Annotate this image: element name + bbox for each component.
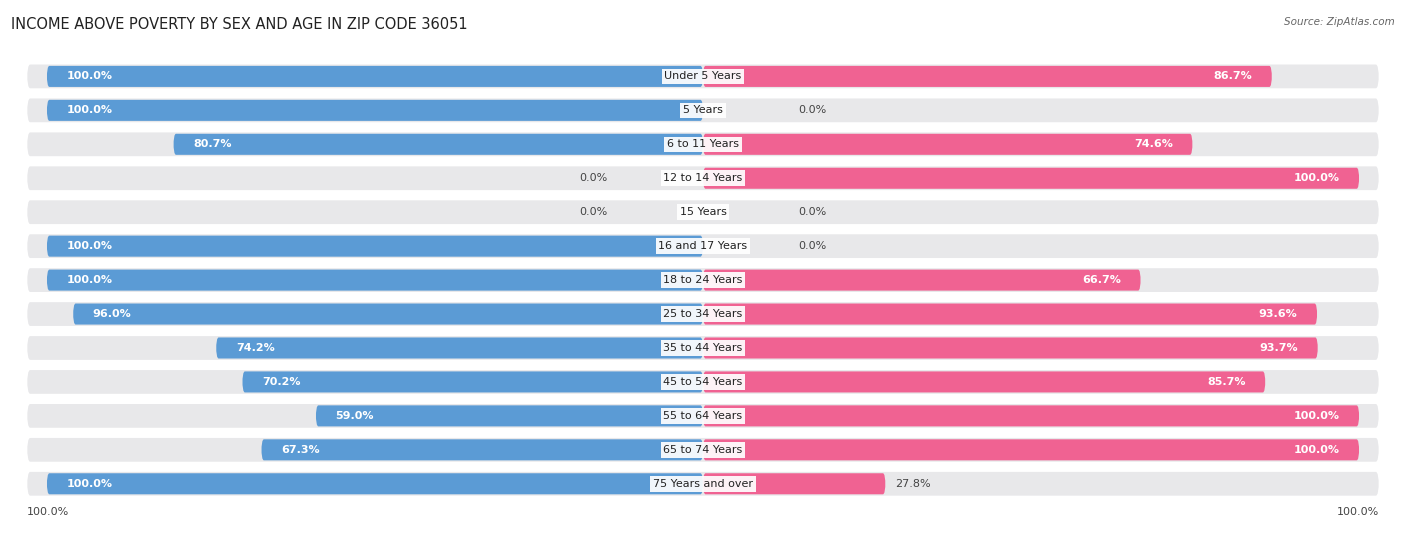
FancyBboxPatch shape	[46, 473, 703, 494]
Text: 70.2%: 70.2%	[262, 377, 301, 387]
FancyBboxPatch shape	[703, 338, 1317, 358]
Text: 100.0%: 100.0%	[1294, 445, 1340, 455]
Text: 0.0%: 0.0%	[579, 207, 607, 217]
Text: 67.3%: 67.3%	[281, 445, 319, 455]
Text: 100.0%: 100.0%	[66, 241, 112, 251]
Text: 100.0%: 100.0%	[66, 105, 112, 116]
FancyBboxPatch shape	[46, 270, 703, 291]
Text: 96.0%: 96.0%	[93, 309, 132, 319]
FancyBboxPatch shape	[173, 134, 703, 155]
Text: 15 Years: 15 Years	[679, 207, 727, 217]
FancyBboxPatch shape	[27, 404, 1379, 428]
FancyBboxPatch shape	[27, 200, 1379, 224]
Text: 100.0%: 100.0%	[1337, 507, 1379, 517]
Text: 16 and 17 Years: 16 and 17 Years	[658, 241, 748, 251]
FancyBboxPatch shape	[46, 100, 703, 121]
Text: 100.0%: 100.0%	[1294, 411, 1340, 421]
FancyBboxPatch shape	[46, 235, 703, 257]
Text: 86.7%: 86.7%	[1213, 71, 1253, 81]
FancyBboxPatch shape	[703, 304, 1317, 325]
FancyBboxPatch shape	[27, 234, 1379, 258]
Text: 27.8%: 27.8%	[896, 479, 931, 489]
FancyBboxPatch shape	[217, 338, 703, 358]
Text: 12 to 14 Years: 12 to 14 Years	[664, 173, 742, 183]
FancyBboxPatch shape	[27, 65, 1379, 88]
Text: 80.7%: 80.7%	[193, 140, 232, 150]
Text: 25 to 34 Years: 25 to 34 Years	[664, 309, 742, 319]
FancyBboxPatch shape	[703, 168, 1360, 189]
FancyBboxPatch shape	[262, 439, 703, 460]
FancyBboxPatch shape	[703, 66, 1272, 87]
FancyBboxPatch shape	[703, 270, 1140, 291]
Text: 0.0%: 0.0%	[579, 173, 607, 183]
Text: 59.0%: 59.0%	[336, 411, 374, 421]
FancyBboxPatch shape	[27, 132, 1379, 156]
Text: 18 to 24 Years: 18 to 24 Years	[664, 275, 742, 285]
FancyBboxPatch shape	[703, 473, 886, 494]
Text: 0.0%: 0.0%	[799, 207, 827, 217]
FancyBboxPatch shape	[27, 268, 1379, 292]
FancyBboxPatch shape	[27, 166, 1379, 190]
FancyBboxPatch shape	[703, 405, 1360, 426]
FancyBboxPatch shape	[27, 370, 1379, 394]
Text: 55 to 64 Years: 55 to 64 Years	[664, 411, 742, 421]
Text: 100.0%: 100.0%	[27, 507, 69, 517]
Text: Source: ZipAtlas.com: Source: ZipAtlas.com	[1284, 17, 1395, 27]
FancyBboxPatch shape	[27, 336, 1379, 360]
FancyBboxPatch shape	[27, 438, 1379, 461]
FancyBboxPatch shape	[46, 66, 703, 87]
Text: 75 Years and over: 75 Years and over	[652, 479, 754, 489]
FancyBboxPatch shape	[27, 98, 1379, 122]
FancyBboxPatch shape	[27, 472, 1379, 496]
Text: 66.7%: 66.7%	[1083, 275, 1121, 285]
Text: 0.0%: 0.0%	[799, 105, 827, 116]
Text: 65 to 74 Years: 65 to 74 Years	[664, 445, 742, 455]
Text: 45 to 54 Years: 45 to 54 Years	[664, 377, 742, 387]
Text: 74.6%: 74.6%	[1133, 140, 1173, 150]
Text: 100.0%: 100.0%	[66, 71, 112, 81]
Text: 100.0%: 100.0%	[1294, 173, 1340, 183]
Text: 93.7%: 93.7%	[1260, 343, 1298, 353]
FancyBboxPatch shape	[703, 372, 1265, 392]
Text: 74.2%: 74.2%	[236, 343, 274, 353]
Text: 93.6%: 93.6%	[1258, 309, 1298, 319]
FancyBboxPatch shape	[27, 302, 1379, 326]
FancyBboxPatch shape	[316, 405, 703, 426]
Text: 100.0%: 100.0%	[66, 479, 112, 489]
Text: 0.0%: 0.0%	[799, 241, 827, 251]
Text: 6 to 11 Years: 6 to 11 Years	[666, 140, 740, 150]
Text: 85.7%: 85.7%	[1208, 377, 1246, 387]
FancyBboxPatch shape	[242, 372, 703, 392]
Text: 5 Years: 5 Years	[683, 105, 723, 116]
FancyBboxPatch shape	[73, 304, 703, 325]
Text: 100.0%: 100.0%	[66, 275, 112, 285]
FancyBboxPatch shape	[703, 439, 1360, 460]
Text: Under 5 Years: Under 5 Years	[665, 71, 741, 81]
Text: INCOME ABOVE POVERTY BY SEX AND AGE IN ZIP CODE 36051: INCOME ABOVE POVERTY BY SEX AND AGE IN Z…	[11, 17, 468, 32]
Text: 35 to 44 Years: 35 to 44 Years	[664, 343, 742, 353]
FancyBboxPatch shape	[703, 134, 1192, 155]
